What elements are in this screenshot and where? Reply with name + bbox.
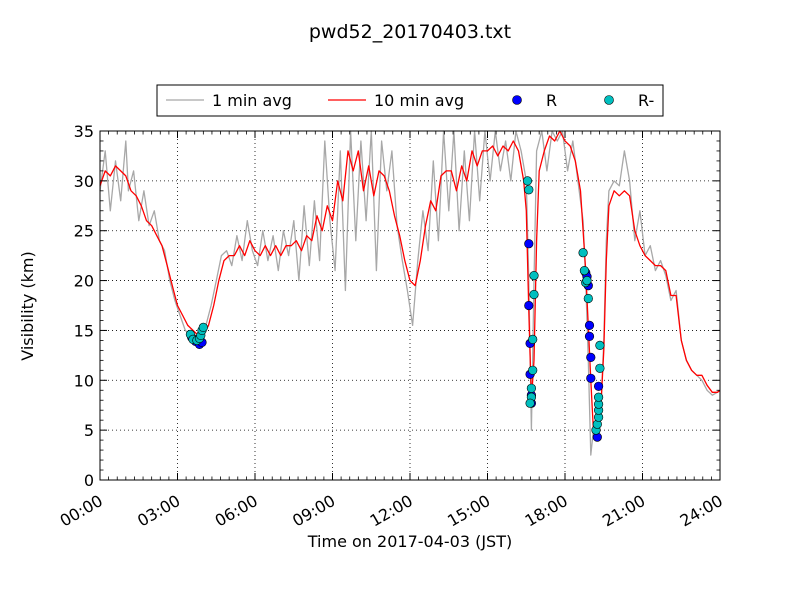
legend-label-r-minus: R- xyxy=(638,91,654,110)
marker-r-minus xyxy=(528,365,538,375)
marker-r xyxy=(524,300,534,311)
legend: 1 min avg 10 min avg R R- xyxy=(156,84,664,117)
marker-r-minus xyxy=(525,398,535,408)
grid xyxy=(100,131,720,480)
series-line-1 xyxy=(99,130,721,441)
x-axis-label: Time on 2017-04-03 (JST) xyxy=(307,532,512,551)
y-tick-label: 15 xyxy=(74,321,94,340)
marker-r-minus xyxy=(526,383,537,393)
y-tick-label: 0 xyxy=(84,471,94,490)
marker-r-minus xyxy=(583,293,593,304)
marker-r-minus xyxy=(595,363,605,373)
marker-r xyxy=(586,352,596,363)
y-axis-label: Visibility (km) xyxy=(18,251,37,360)
marker-r-minus xyxy=(522,176,533,186)
marker-r xyxy=(584,331,595,342)
x-tick-label: 15:00 xyxy=(444,491,493,531)
marker-r xyxy=(586,373,596,383)
y-tick-label: 30 xyxy=(74,172,94,191)
legend-label-10min: 10 min avg xyxy=(374,91,464,110)
legend-label-1min: 1 min avg xyxy=(212,91,292,110)
chart-title: pwd52_20170403.txt xyxy=(309,21,511,43)
legend-marker-r-minus xyxy=(604,95,614,105)
x-tick-label: 00:00 xyxy=(57,491,106,531)
marker-r-minus xyxy=(593,392,604,402)
x-tick-label: 09:00 xyxy=(289,491,338,531)
y-tick-label: 20 xyxy=(74,272,94,291)
x-tick-label: 21:00 xyxy=(599,491,648,531)
marker-r xyxy=(584,320,595,331)
series-line-0 xyxy=(99,130,721,456)
x-tick-label: 03:00 xyxy=(134,491,183,531)
y-tick-label: 10 xyxy=(74,371,94,390)
plot-area xyxy=(99,130,721,456)
axis-ticks xyxy=(99,130,721,481)
marker-r-minus xyxy=(198,322,208,333)
marker-r xyxy=(524,239,534,249)
legend-marker-r xyxy=(512,95,522,105)
y-tick-label: 25 xyxy=(74,222,94,241)
marker-r-minus xyxy=(578,248,588,258)
y-tick-labels: 0 5 10 15 20 25 30 35 xyxy=(74,122,94,490)
x-tick-labels: 00:00 03:00 06:00 09:00 12:00 15:00 18:00 21:00… xyxy=(57,491,726,531)
legend-frame xyxy=(156,84,664,117)
y-tick-label: 35 xyxy=(74,122,94,141)
marker-r-minus xyxy=(582,276,592,286)
marker-r-minus xyxy=(595,340,605,351)
marker-r-minus xyxy=(529,289,539,300)
x-tick-label: 12:00 xyxy=(367,491,416,531)
x-tick-label: 24:00 xyxy=(677,491,726,531)
marker-r-minus xyxy=(529,271,539,281)
legend-label-r: R xyxy=(546,91,557,110)
marker-r-minus xyxy=(579,266,590,276)
marker-r xyxy=(593,381,604,391)
marker-r-minus xyxy=(528,334,538,345)
x-tick-label: 06:00 xyxy=(212,491,261,531)
x-tick-label: 18:00 xyxy=(522,491,571,531)
marker-r-minus xyxy=(524,185,534,195)
y-tick-label: 5 xyxy=(84,421,94,440)
